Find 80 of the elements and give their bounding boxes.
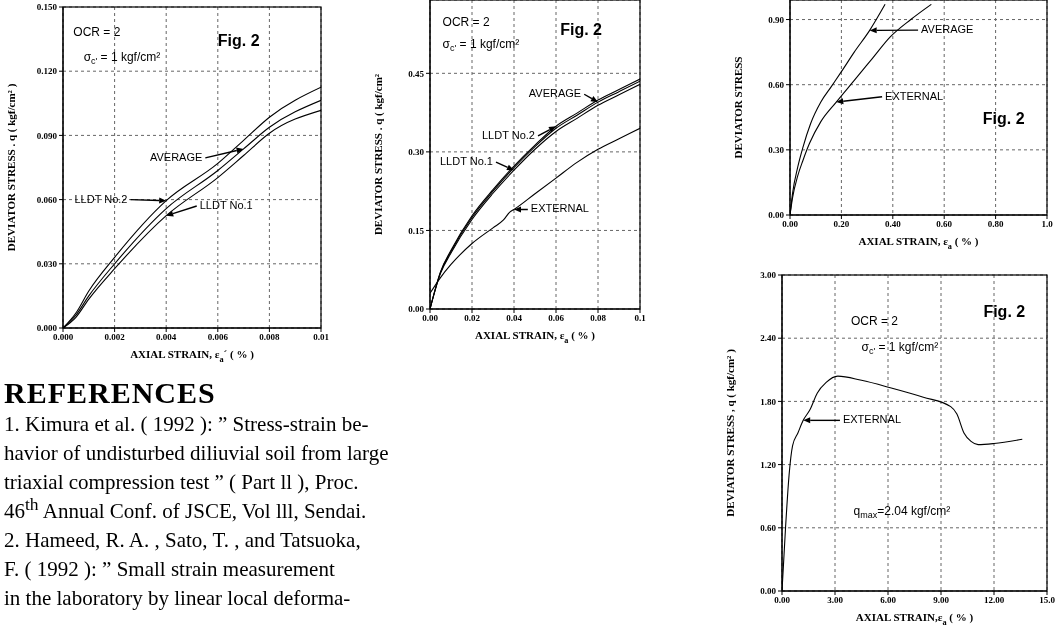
x-tick-label: 0.01 — [313, 332, 330, 343]
y-tick-label: 2.40 — [760, 333, 777, 344]
annotation: Fig. 2 — [560, 21, 603, 39]
x-tick-label: 0.06 — [548, 313, 565, 324]
x-tick-label: 1.0 — [1041, 219, 1054, 230]
legend-label: EXTERNAL — [842, 413, 902, 426]
y-tick-label: 1.80 — [760, 396, 777, 407]
y-tick-label: 0.00 — [760, 586, 777, 597]
x-tick-label: 3.00 — [827, 595, 844, 606]
x-tick-label: 12.00 — [983, 595, 1005, 606]
x-tick-label: 0.40 — [884, 219, 902, 230]
x-axis-title: AXIAL STRAIN, ε$_{a}$ ( % ) — [858, 235, 979, 251]
annotation: OCR = 2 — [850, 314, 899, 329]
y-tick-label: 1.20 — [760, 459, 777, 470]
legend-label: AVERAGE — [921, 23, 974, 36]
annotation: OCR = 2 — [442, 15, 490, 30]
y-tick-label: 0.60 — [768, 79, 785, 90]
x-axis-title: AXIAL STRAIN, ε$_{a}$´ ( % ) — [130, 348, 255, 364]
y-axis-title: DEVIATOR STRESS . q ( kgf/cm² ) — [5, 83, 18, 252]
legend-label: EXTERNAL — [885, 89, 944, 102]
y-tick-label: 0.120 — [36, 66, 58, 77]
y-tick-label: 0.30 — [408, 147, 425, 158]
x-tick-label: 0.00 — [422, 313, 439, 324]
text: in the laboratory by linear local deforma- — [4, 585, 352, 612]
text: 2. Hameed, R. A. , Sato, T. , and Tatsuoka, — [4, 527, 362, 554]
annotation: OCR = 2 — [73, 24, 121, 39]
x-tick-label: 0.60 — [936, 219, 953, 230]
y-tick-label: 0.090 — [36, 130, 58, 141]
x-tick-label: 0.02 — [464, 313, 481, 324]
y-axis-title: DEVIATOR STRESS — [732, 56, 744, 159]
legend-label: AVERAGE — [528, 87, 582, 100]
series-label: LLDT No.1 — [199, 198, 253, 211]
x-tick-label: 0.00 — [782, 219, 799, 230]
y-tick-label: 0.45 — [408, 68, 425, 79]
x-tick-label: 0.000 — [52, 332, 74, 343]
annotation: σ$_{c'}$ = 1 kgf/cm² — [83, 50, 161, 67]
y-axis-title: DEVIATOR STRESS , q ( kgf/cm² ) — [724, 348, 737, 517]
annotation: Fig. 2 — [982, 110, 1025, 128]
x-tick-label: 0.80 — [987, 219, 1004, 230]
legend-label: LLDT No.2 — [482, 128, 535, 141]
text: 46$^{th}$ Annual Conf. of JSCE, Vol lll, Sendai. — [4, 494, 368, 525]
x-axis-title: AXIAL STRAIN, ε$_{a}$ ( % ) — [474, 329, 596, 345]
legend-label: LLDT No.2 — [74, 192, 128, 205]
y-tick-label: 0.90 — [768, 14, 785, 25]
annotation: q$_{max}$=2.04 kgf/cm² — [853, 504, 951, 521]
x-tick-label: 9.00 — [933, 595, 950, 606]
annotation: σ$_{c'}$ = 1 kgf/cm² — [442, 36, 520, 54]
y-tick-label: 0.00 — [408, 304, 425, 315]
x-tick-label: 15.0 — [1039, 595, 1056, 606]
series-label: EXTERNAL — [530, 202, 589, 215]
y-tick-label: 0.150 — [36, 2, 58, 13]
y-tick-label: 0.00 — [768, 210, 785, 221]
x-tick-label: 6.00 — [880, 595, 897, 606]
legend-label: AVERAGE — [149, 150, 203, 163]
y-tick-label: 0.30 — [768, 145, 785, 156]
x-tick-label: 0.1 — [634, 313, 647, 324]
y-tick-label: 3.00 — [760, 270, 777, 281]
x-tick-label: 0.08 — [590, 313, 607, 324]
text: F. ( 1992 ): ” Small strain measurement — [4, 556, 336, 583]
x-tick-label: 0.20 — [833, 219, 850, 230]
y-tick-label: 0.060 — [36, 194, 58, 205]
annotation: Fig. 2 — [217, 32, 260, 50]
text: triaxial compression test ” ( Part ll ), Proc. — [4, 469, 360, 496]
x-tick-label: 0.002 — [104, 332, 126, 343]
y-tick-label: 0.60 — [760, 522, 777, 533]
text: havior of undisturbed diliuvial soil from large — [4, 440, 390, 467]
x-tick-label: 0.008 — [259, 332, 281, 343]
text: REFERENCES — [4, 376, 217, 410]
x-tick-label: 0.004 — [156, 332, 177, 343]
x-tick-label: 0.04 — [506, 313, 523, 324]
y-tick-label: 0.15 — [408, 225, 425, 236]
x-axis-title: AXIAL STRAIN,ε$_{a}$ ( % ) — [855, 611, 974, 627]
annotation: σ$_{c'}$ = 1 kgf/cm² — [861, 339, 939, 357]
y-tick-label: 0.000 — [36, 323, 58, 334]
y-tick-label: 0.030 — [36, 258, 58, 269]
text: 1. Kimura et al. ( 1992 ): ” Stress-strain be- — [4, 411, 370, 438]
annotation: Fig. 2 — [983, 303, 1026, 321]
y-axis-title: DEVIATOR STRESS . q ( kgf/cm² — [372, 73, 385, 236]
x-tick-label: 0.006 — [207, 332, 229, 343]
legend-label: LLDT No.1 — [440, 155, 493, 168]
